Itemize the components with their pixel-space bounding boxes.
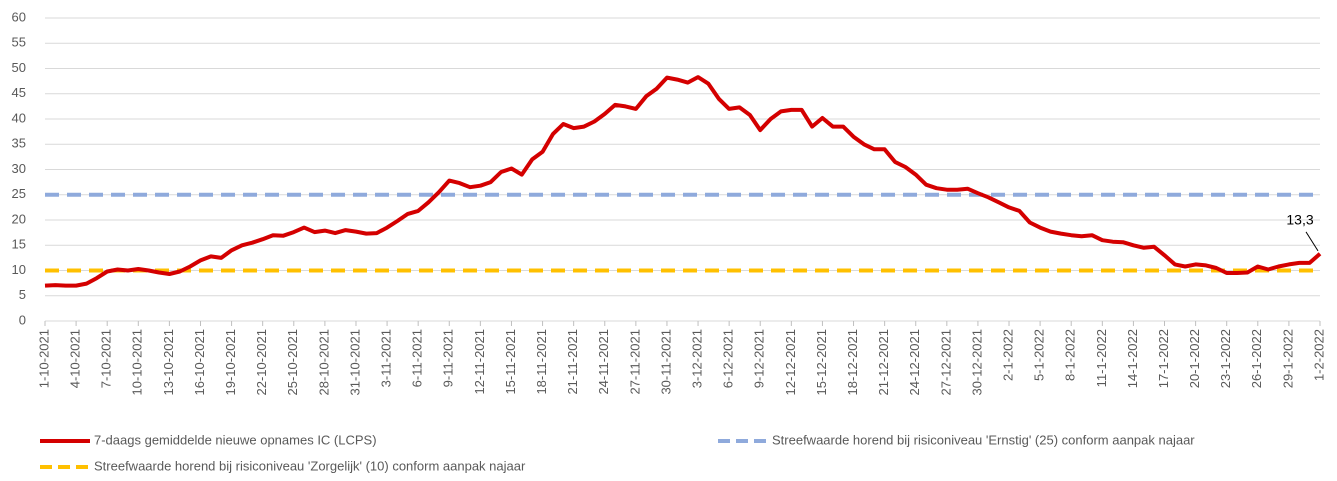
x-tick-label: 4-10-2021 bbox=[68, 329, 83, 388]
x-tick-label: 30-12-2021 bbox=[969, 329, 984, 396]
x-tick-label: 14-1-2022 bbox=[1125, 329, 1140, 388]
x-tick-label: 26-1-2022 bbox=[1249, 329, 1264, 388]
x-tick-label: 27-11-2021 bbox=[627, 329, 642, 395]
x-tick-label: 3-12-2021 bbox=[689, 329, 704, 388]
x-tick-label: 21-11-2021 bbox=[565, 329, 580, 395]
x-tick-label: 17-1-2022 bbox=[1156, 329, 1171, 388]
x-tick-label: 12-12-2021 bbox=[783, 329, 798, 396]
x-tick-label: 24-11-2021 bbox=[596, 329, 611, 395]
y-tick-label: 60 bbox=[12, 9, 26, 24]
x-tick-label: 30-11-2021 bbox=[658, 329, 673, 395]
y-tick-label: 0 bbox=[19, 312, 26, 327]
x-tick-label: 28-10-2021 bbox=[316, 329, 331, 396]
x-tick-label: 1-2-2022 bbox=[1311, 329, 1326, 381]
y-tick-label: 25 bbox=[12, 186, 26, 201]
x-tick-label: 16-10-2021 bbox=[192, 329, 207, 396]
x-tick-label: 3-11-2021 bbox=[379, 329, 394, 387]
x-tick-label: 15-12-2021 bbox=[814, 329, 829, 396]
x-tick-label: 12-11-2021 bbox=[472, 329, 487, 395]
x-tick-label: 6-11-2021 bbox=[410, 329, 425, 387]
x-tick-label: 25-10-2021 bbox=[285, 329, 300, 396]
x-tick-label: 24-12-2021 bbox=[907, 329, 922, 396]
x-tick-label: 13-10-2021 bbox=[161, 329, 176, 396]
x-tick-label: 15-11-2021 bbox=[503, 329, 518, 395]
x-tick-label: 18-12-2021 bbox=[845, 329, 860, 396]
x-tick-label: 1-10-2021 bbox=[36, 329, 51, 388]
annotation-leader bbox=[1305, 231, 1319, 252]
y-tick-label: 50 bbox=[12, 60, 26, 75]
x-tick-label: 29-1-2022 bbox=[1280, 329, 1295, 388]
x-tick-label: 9-11-2021 bbox=[441, 329, 456, 387]
x-tick-label: 7-10-2021 bbox=[99, 329, 114, 388]
x-tick-label: 6-12-2021 bbox=[721, 329, 736, 388]
y-tick-label: 45 bbox=[12, 85, 26, 100]
y-tick-label: 20 bbox=[12, 211, 26, 226]
x-tick-label: 5-1-2022 bbox=[1032, 329, 1047, 381]
x-tick-label: 19-10-2021 bbox=[223, 329, 238, 396]
y-tick-label: 30 bbox=[12, 161, 26, 176]
legend-label: Streefwaarde horend bij risiconiveau 'Er… bbox=[772, 432, 1195, 447]
y-tick-label: 55 bbox=[12, 35, 26, 50]
data-label: 13,3 bbox=[1286, 212, 1313, 228]
y-tick-label: 15 bbox=[12, 237, 26, 252]
x-tick-label: 20-1-2022 bbox=[1187, 329, 1202, 388]
x-tick-label: 21-12-2021 bbox=[876, 329, 891, 396]
x-tick-label: 9-12-2021 bbox=[752, 329, 767, 388]
x-tick-label: 23-1-2022 bbox=[1218, 329, 1233, 388]
x-tick-label: 10-10-2021 bbox=[130, 329, 145, 396]
y-tick-label: 10 bbox=[12, 262, 26, 277]
x-tick-label: 18-11-2021 bbox=[534, 329, 549, 395]
data-line bbox=[44, 75, 1322, 288]
x-tick-label: 31-10-2021 bbox=[347, 329, 362, 396]
x-tick-label: 27-12-2021 bbox=[938, 329, 953, 396]
x-tick-label: 11-1-2022 bbox=[1094, 329, 1109, 387]
x-tick-label: 2-1-2022 bbox=[1000, 329, 1015, 381]
x-tick-label: 22-10-2021 bbox=[254, 329, 269, 396]
y-tick-label: 40 bbox=[12, 110, 26, 125]
legend-label: 7-daags gemiddelde nieuwe opnames IC (LC… bbox=[94, 432, 377, 447]
y-tick-label: 35 bbox=[12, 136, 26, 151]
legend-label: Streefwaarde horend bij risiconiveau 'Zo… bbox=[94, 458, 526, 473]
y-tick-label: 5 bbox=[19, 287, 26, 302]
x-tick-label: 8-1-2022 bbox=[1063, 329, 1078, 381]
